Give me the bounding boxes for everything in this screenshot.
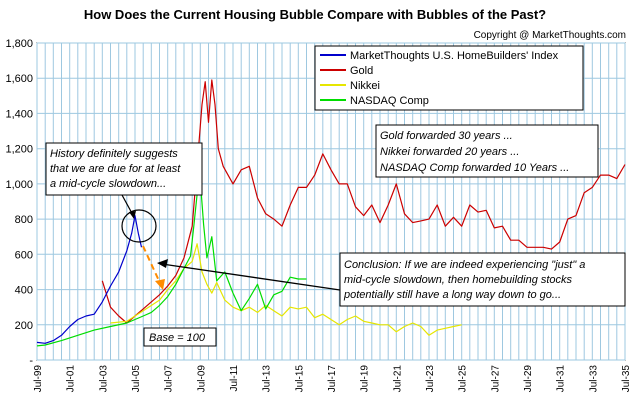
y-tick-label: 400 bbox=[15, 285, 33, 297]
x-tick-label: Jul-27 bbox=[490, 365, 501, 393]
annotation-forward-line-1: Gold forwarded 30 years ... bbox=[380, 130, 513, 142]
chart-title: How Does the Current Housing Bubble Comp… bbox=[84, 7, 546, 22]
x-tick-label: Jul-29 bbox=[523, 365, 534, 393]
x-tick-label: Jul-15 bbox=[294, 365, 305, 393]
legend-label-gold: Gold bbox=[350, 65, 373, 77]
x-tick-label: Jul-19 bbox=[360, 365, 371, 393]
y-tick-label: 200 bbox=[15, 320, 33, 332]
history-arrowhead bbox=[129, 211, 136, 219]
y-axis-ticks: - 200 400 600 800 1,000 1,200 1,400 1,600 1,800 bbox=[5, 38, 33, 367]
x-tick-label: Jul-09 bbox=[196, 365, 207, 393]
x-tick-label: Jul-11 bbox=[229, 365, 240, 392]
y-tick-label: 1,000 bbox=[5, 179, 33, 191]
annotation-history-box bbox=[45, 142, 203, 196]
x-tick-label: Jul-17 bbox=[327, 365, 338, 393]
annotation-conclusion-line-3: potentially still have a long way down t… bbox=[343, 289, 561, 301]
annotation-forward: Gold forwarded 30 years ... Nikkei forwa… bbox=[375, 124, 599, 178]
y-tick-label: 600 bbox=[15, 249, 33, 261]
y-tick-label: 1,200 bbox=[5, 144, 33, 156]
x-tick-label: Jul-25 bbox=[458, 365, 469, 393]
projection-arrow bbox=[142, 245, 161, 284]
annotation-history-line-3: a mid-cycle slowdown... bbox=[50, 178, 166, 190]
grid-vertical bbox=[36, 43, 626, 360]
annotation-base-text: Base = 100 bbox=[149, 332, 206, 344]
projection-arrowhead bbox=[155, 279, 165, 290]
x-tick-label: Jul-05 bbox=[131, 365, 142, 393]
x-tick-label: Jul-31 bbox=[556, 365, 567, 393]
legend-label-homebuilders: MarketThoughts U.S. HomeBuilders' Index bbox=[350, 50, 559, 62]
conclusion-arrow bbox=[161, 263, 341, 291]
series-line-marketthoughts-u-s-homebuilders-index bbox=[36, 215, 143, 344]
y-tick-label: 1,800 bbox=[5, 38, 33, 50]
legend-box bbox=[314, 45, 584, 111]
annotation-conclusion: Conclusion: If we are indeed experiencin… bbox=[339, 252, 626, 307]
x-tick-label: Jul-03 bbox=[98, 365, 109, 393]
peak-circle bbox=[121, 209, 157, 243]
x-tick-label: Jul-01 bbox=[66, 365, 77, 393]
x-tick-label: Jul-13 bbox=[262, 365, 273, 393]
legend: MarketThoughts U.S. HomeBuilders' Index … bbox=[314, 45, 584, 111]
y-tick-label: 1,600 bbox=[5, 73, 33, 85]
annotation-base-box bbox=[143, 327, 217, 347]
y-tick-label: 800 bbox=[15, 214, 33, 226]
annotation-forward-box bbox=[375, 124, 599, 178]
annotation-history: History definitely suggests that we are … bbox=[45, 142, 203, 196]
annotation-forward-line-2: Nikkei forwarded 20 years ... bbox=[380, 146, 519, 158]
x-tick-label: Jul-23 bbox=[425, 365, 436, 393]
x-tick-label: Jul-99 bbox=[33, 365, 44, 393]
y-tick-label: - bbox=[29, 355, 33, 367]
legend-label-nikkei: Nikkei bbox=[350, 80, 380, 92]
annotation-forward-line-3: NASDAQ Comp forwarded 10 Years ... bbox=[380, 162, 569, 174]
x-tick-label: Jul-33 bbox=[588, 365, 599, 393]
copyright-text: Copyright @ MarketThoughts.com bbox=[474, 30, 626, 41]
annotation-history-line-2: that we are due for at least bbox=[50, 163, 181, 175]
x-tick-label: Jul-07 bbox=[164, 365, 175, 393]
y-tick-label: 1,400 bbox=[5, 108, 33, 120]
legend-label-nasdaq: NASDAQ Comp bbox=[350, 95, 429, 107]
series-line-nikkei bbox=[110, 243, 462, 336]
annotation-history-line-1: History definitely suggests bbox=[50, 148, 178, 160]
annotation-base: Base = 100 bbox=[143, 327, 217, 347]
series-line-gold bbox=[101, 79, 626, 324]
conclusion-arrowhead bbox=[157, 259, 168, 268]
x-tick-label: Jul-21 bbox=[392, 365, 403, 393]
annotation-conclusion-line-1: Conclusion: If we are indeed experiencin… bbox=[344, 259, 585, 271]
x-tick-label: Jul-35 bbox=[621, 365, 630, 393]
x-axis-ticks: Jul-99 Jul-01 Jul-03 Jul-05 Jul-07 Jul-09 Jul-… bbox=[33, 365, 630, 393]
annotation-conclusion-box bbox=[339, 252, 626, 307]
annotation-conclusion-line-2: mid-cycle slowdown, then homebuilding st… bbox=[344, 274, 573, 286]
